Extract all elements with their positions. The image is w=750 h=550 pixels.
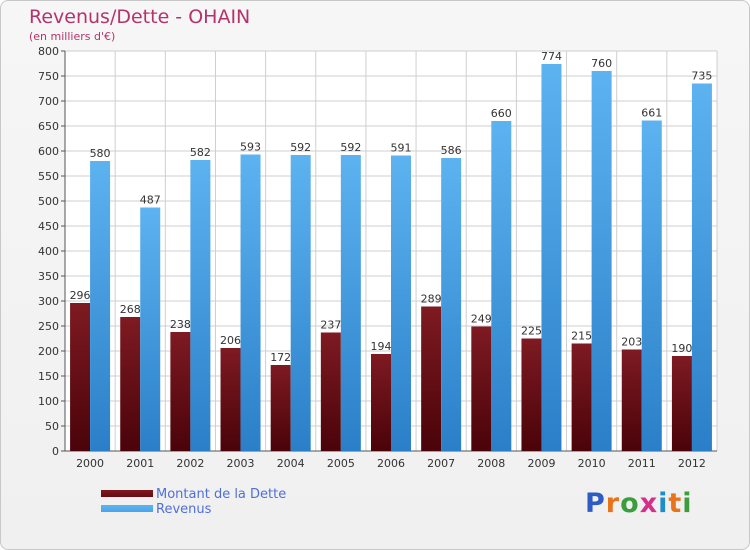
bar-dette xyxy=(621,349,642,451)
y-tick-label: 700 xyxy=(38,95,59,108)
logo-letter: t xyxy=(668,488,683,519)
y-tick-label: 250 xyxy=(38,320,59,333)
data-label: 249 xyxy=(471,313,492,326)
y-tick-label: 100 xyxy=(38,395,59,408)
data-label: 592 xyxy=(340,141,361,154)
x-tick-label: 2005 xyxy=(327,457,355,470)
x-tick-label: 2008 xyxy=(477,457,505,470)
bar-revenus xyxy=(541,64,562,451)
logo-letter: i xyxy=(682,488,693,519)
logo-letter: x xyxy=(639,488,659,519)
bar-dette xyxy=(521,338,542,451)
y-tick-label: 600 xyxy=(38,145,59,158)
y-tick-label: 550 xyxy=(38,170,59,183)
bar-dette xyxy=(120,317,141,451)
data-label: 591 xyxy=(391,142,412,155)
x-tick-label: 2002 xyxy=(176,457,204,470)
data-label: 582 xyxy=(190,146,211,159)
x-tick-label: 2012 xyxy=(678,457,706,470)
x-tick-label: 2003 xyxy=(227,457,255,470)
data-label: 238 xyxy=(170,318,191,331)
legend-label-revenus: Revenus xyxy=(156,502,212,517)
y-tick-label: 650 xyxy=(38,120,59,133)
data-label: 172 xyxy=(270,351,291,364)
legend-swatch-revenus xyxy=(101,505,153,512)
y-tick-label: 500 xyxy=(38,195,59,208)
logo-letter: o xyxy=(620,488,640,519)
x-tick-label: 2006 xyxy=(377,457,405,470)
bar-dette xyxy=(471,326,492,451)
bar-dette xyxy=(170,332,191,451)
bar-dette xyxy=(421,306,442,451)
data-label: 190 xyxy=(671,342,692,355)
bar-dette xyxy=(571,343,592,451)
bar-revenus xyxy=(391,155,411,451)
bar-revenus xyxy=(340,155,361,451)
logo-letter: r xyxy=(605,488,621,519)
x-tick-label: 2011 xyxy=(628,457,656,470)
data-label: 296 xyxy=(70,289,91,302)
bar-revenus xyxy=(491,121,512,451)
chart-title: Revenus/Dette - OHAIN xyxy=(29,6,251,28)
bar-dette xyxy=(671,356,692,451)
y-tick-label: 0 xyxy=(52,445,59,458)
y-tick-label: 300 xyxy=(38,295,59,308)
y-tick-label: 200 xyxy=(38,345,59,358)
y-tick-label: 350 xyxy=(38,270,59,283)
data-label: 760 xyxy=(591,57,612,70)
chart-subtitle: (en milliers d'€) xyxy=(29,30,116,43)
y-tick-label: 450 xyxy=(38,220,59,233)
y-tick-label: 750 xyxy=(38,70,59,83)
data-label: 774 xyxy=(541,50,562,63)
data-label: 289 xyxy=(421,293,442,306)
data-label: 206 xyxy=(220,334,241,347)
data-label: 735 xyxy=(691,70,712,83)
y-tick-label: 400 xyxy=(38,245,59,258)
bar-revenus xyxy=(641,120,662,451)
bar-revenus xyxy=(90,161,111,451)
bar-dette xyxy=(70,303,91,451)
data-label: 194 xyxy=(371,340,392,353)
data-label: 203 xyxy=(621,336,642,349)
data-label: 580 xyxy=(90,147,111,160)
y-tick-label: 50 xyxy=(45,420,59,433)
bar-dette xyxy=(371,354,391,451)
x-tick-label: 2009 xyxy=(527,457,555,470)
data-label: 586 xyxy=(441,144,462,157)
data-label: 593 xyxy=(240,141,261,154)
x-tick-label: 2007 xyxy=(427,457,455,470)
bar-revenus xyxy=(691,83,712,451)
bar-revenus xyxy=(591,71,612,451)
y-tick-label: 800 xyxy=(38,45,59,58)
bar-revenus xyxy=(240,154,261,451)
logo-letter: P xyxy=(585,488,606,519)
data-label: 237 xyxy=(320,319,341,332)
legend-label-dette: Montant de la Dette xyxy=(156,487,287,502)
bar-dette xyxy=(270,365,291,451)
data-label: 661 xyxy=(641,107,662,120)
logo-letter: i xyxy=(658,488,669,519)
data-label: 592 xyxy=(290,141,311,154)
data-label: 487 xyxy=(140,194,161,207)
y-tick-label: 150 xyxy=(38,370,59,383)
data-label: 660 xyxy=(491,107,512,120)
legend-swatch-dette xyxy=(101,490,153,497)
bar-revenus xyxy=(190,160,211,451)
x-tick-label: 2001 xyxy=(126,457,154,470)
proxiti-logo: Proxiti xyxy=(585,488,693,519)
bar-dette xyxy=(320,332,341,451)
x-tick-label: 2004 xyxy=(277,457,305,470)
bar-revenus xyxy=(290,155,311,451)
data-label: 225 xyxy=(521,325,542,338)
x-tick-label: 2000 xyxy=(76,457,104,470)
bar-revenus xyxy=(140,207,161,451)
x-tick-label: 2010 xyxy=(578,457,606,470)
data-label: 268 xyxy=(120,303,141,316)
bar-dette xyxy=(220,348,241,451)
bar-revenus xyxy=(441,158,462,451)
data-label: 215 xyxy=(571,330,592,343)
